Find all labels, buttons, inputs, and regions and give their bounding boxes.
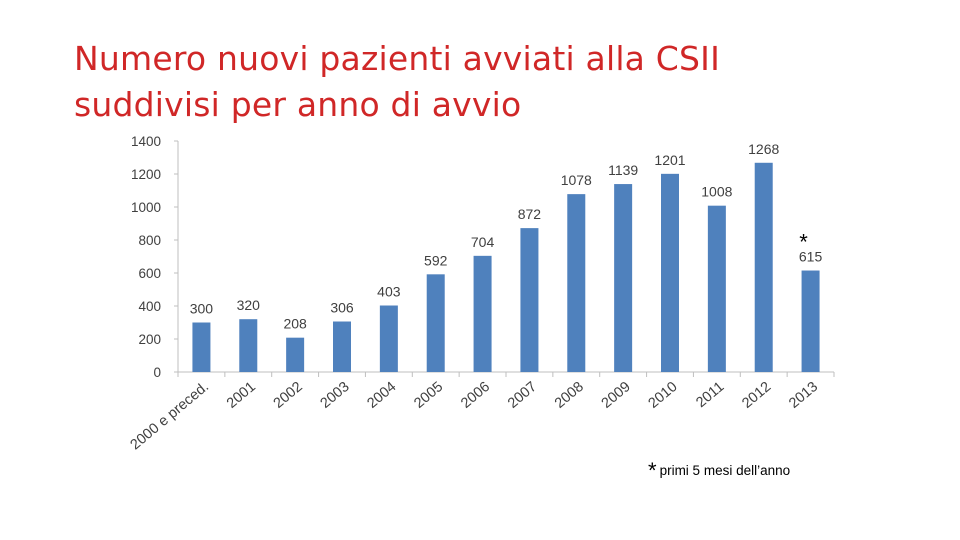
x-tick-label: 2005 <box>411 379 446 412</box>
bar <box>614 184 633 372</box>
x-tick-label: 2008 <box>552 379 587 412</box>
bar-value-label: 1139 <box>608 162 638 178</box>
footnote: * primi 5 mesi dell’anno <box>648 458 790 484</box>
footnote-text: primi 5 mesi dell’anno <box>659 463 791 478</box>
bar <box>801 270 820 372</box>
x-tick-label: 2003 <box>318 379 353 412</box>
y-tick-label: 200 <box>138 332 161 347</box>
bar <box>379 305 398 372</box>
bar-value-label: 320 <box>237 297 261 313</box>
bar <box>473 255 492 372</box>
x-tick-label: 2007 <box>505 379 540 412</box>
bar <box>754 162 773 372</box>
slide-title-line-1: Numero nuovi pazienti avviati alla CSII <box>74 39 721 78</box>
y-tick-label: 600 <box>138 266 161 281</box>
bar <box>567 194 586 372</box>
y-tick-label: 1400 <box>131 134 161 149</box>
slide-title-line-2: suddivisi per anno di avvio <box>74 85 522 124</box>
bar-value-label: 208 <box>283 316 307 332</box>
bar-value-label: 1268 <box>748 141 779 157</box>
x-tick-label: 2011 <box>693 379 727 411</box>
bar-value-label: 615 <box>799 249 823 265</box>
bar-value-label: 1201 <box>654 152 685 168</box>
bar <box>192 322 211 372</box>
y-tick-label: 1000 <box>131 200 161 215</box>
y-tick-label: 800 <box>138 233 161 248</box>
bar <box>426 274 445 372</box>
bar <box>520 228 539 372</box>
x-tick-label: 2002 <box>271 379 306 412</box>
bar <box>239 319 258 372</box>
chart-annotation: * <box>799 230 808 255</box>
y-tick-label: 0 <box>153 365 161 380</box>
bar-value-label: 872 <box>518 206 542 222</box>
x-tick-label: 2012 <box>739 379 774 412</box>
x-tick-label: 2004 <box>364 379 399 412</box>
y-tick-label: 400 <box>138 299 161 314</box>
slide-title: Numero nuovi pazienti avviati alla CSII … <box>74 36 720 128</box>
bar <box>707 205 726 372</box>
bar-value-label: 592 <box>424 252 448 268</box>
bar-value-label: 704 <box>471 234 495 250</box>
x-tick-label: 2013 <box>786 379 821 412</box>
bar-value-label: 1078 <box>561 172 592 188</box>
x-tick-label: 2010 <box>646 379 681 412</box>
bar <box>661 173 679 372</box>
bar <box>333 321 351 372</box>
y-tick-label: 1200 <box>131 167 161 182</box>
x-tick-label: 2001 <box>224 379 259 412</box>
x-tick-label: 2006 <box>458 379 493 412</box>
bar-value-label: 1008 <box>701 184 732 200</box>
x-tick-label: 2000 e preced. <box>128 379 212 453</box>
x-tick-label: 2009 <box>599 379 634 412</box>
bar-value-label: 403 <box>377 284 401 300</box>
bar <box>286 337 305 372</box>
bar-value-label: 300 <box>190 301 214 317</box>
footnote-marker: * <box>648 458 657 483</box>
bar-value-label: 306 <box>330 300 354 316</box>
